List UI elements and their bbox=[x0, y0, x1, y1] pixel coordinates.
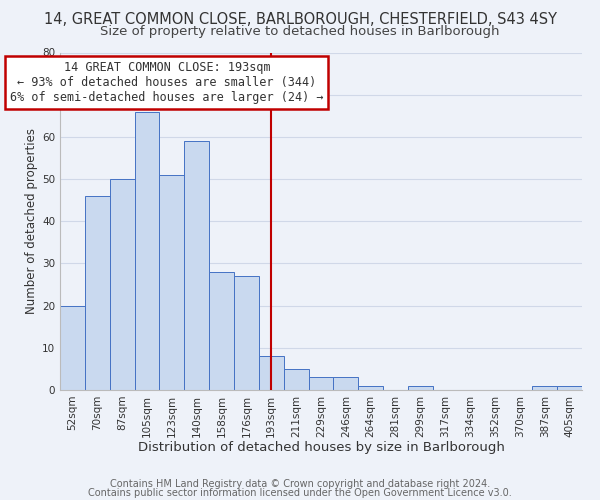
Text: Size of property relative to detached houses in Barlborough: Size of property relative to detached ho… bbox=[100, 25, 500, 38]
Bar bbox=[334, 378, 358, 390]
Bar bbox=[209, 272, 234, 390]
Bar bbox=[60, 306, 85, 390]
Bar bbox=[85, 196, 110, 390]
Text: 14 GREAT COMMON CLOSE: 193sqm
← 93% of detached houses are smaller (344)
6% of s: 14 GREAT COMMON CLOSE: 193sqm ← 93% of d… bbox=[10, 61, 323, 104]
Bar bbox=[284, 369, 308, 390]
Bar bbox=[532, 386, 557, 390]
Bar bbox=[358, 386, 383, 390]
Bar bbox=[134, 112, 160, 390]
Bar bbox=[110, 179, 134, 390]
Bar bbox=[408, 386, 433, 390]
Bar bbox=[234, 276, 259, 390]
Bar bbox=[160, 175, 184, 390]
Bar bbox=[308, 378, 334, 390]
Bar bbox=[184, 141, 209, 390]
Text: Contains public sector information licensed under the Open Government Licence v3: Contains public sector information licen… bbox=[88, 488, 512, 498]
Y-axis label: Number of detached properties: Number of detached properties bbox=[25, 128, 38, 314]
Bar bbox=[557, 386, 582, 390]
Bar bbox=[259, 356, 284, 390]
X-axis label: Distribution of detached houses by size in Barlborough: Distribution of detached houses by size … bbox=[137, 441, 505, 454]
Text: 14, GREAT COMMON CLOSE, BARLBOROUGH, CHESTERFIELD, S43 4SY: 14, GREAT COMMON CLOSE, BARLBOROUGH, CHE… bbox=[44, 12, 557, 28]
Text: Contains HM Land Registry data © Crown copyright and database right 2024.: Contains HM Land Registry data © Crown c… bbox=[110, 479, 490, 489]
